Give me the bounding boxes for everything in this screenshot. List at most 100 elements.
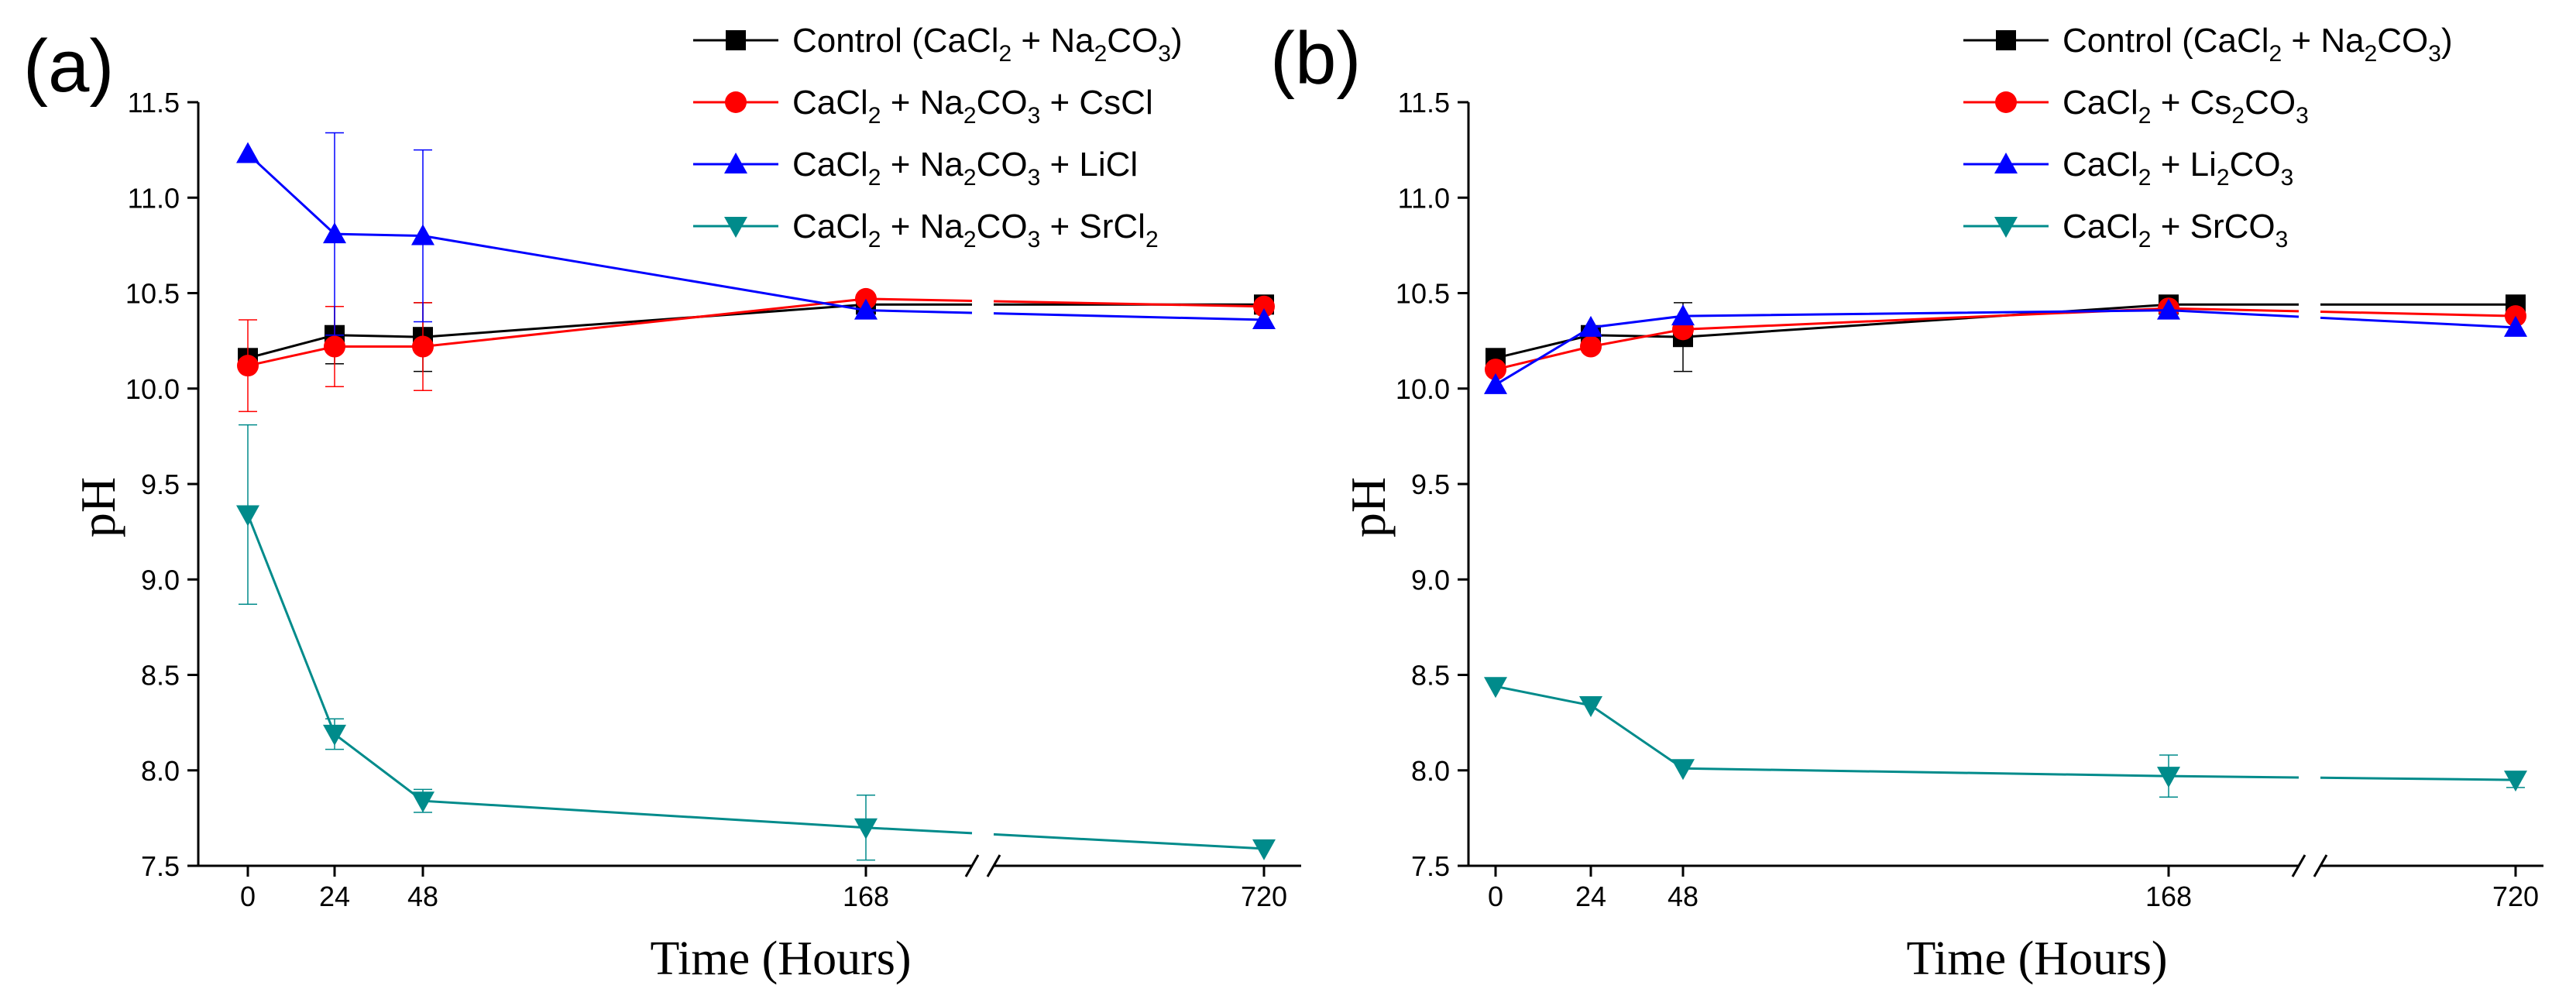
legend-subscript: 3 xyxy=(1028,165,1041,191)
y-tick-label: 11.5 xyxy=(128,87,180,118)
series-line xyxy=(2320,776,2516,781)
series-line xyxy=(1495,309,2169,386)
data-point xyxy=(323,222,346,244)
panel-label: (b) xyxy=(1270,17,1361,100)
legend-entry: CaCl2 + Cs2CO3 xyxy=(1963,84,2309,129)
y-tick-label: 10.5 xyxy=(125,278,180,310)
data-point xyxy=(1579,315,1602,337)
x-tick-label: 48 xyxy=(407,881,438,912)
legend-text: CaCl xyxy=(792,84,868,122)
legend-subscript: 2 xyxy=(1145,227,1159,252)
y-tick-label: 8.0 xyxy=(1411,755,1450,787)
legend-marker xyxy=(725,91,747,113)
legend-subscript: 2 xyxy=(2365,41,2378,67)
legend-entry: CaCl2 + Na2CO3 + SrCl2 xyxy=(693,208,1159,252)
x-tick-label: 0 xyxy=(1488,881,1503,912)
series-line xyxy=(1495,685,2169,778)
series-line xyxy=(1495,307,2169,371)
legend-label: CaCl2 + Na2CO3 + SrCl2 xyxy=(792,208,1159,252)
legend-subscript: 3 xyxy=(2428,41,2441,67)
series-line xyxy=(993,312,1265,321)
series-line xyxy=(2168,307,2300,313)
y-axis-title: pH xyxy=(1341,477,1396,537)
y-tick-label: 11.0 xyxy=(1398,182,1450,214)
legend-text: CaCl xyxy=(2063,84,2138,122)
legend-text: + Na xyxy=(881,84,963,122)
data-point xyxy=(1485,359,1506,381)
legend-marker xyxy=(1994,153,2018,173)
data-point xyxy=(1671,304,1695,326)
legend-text: Control (CaCl xyxy=(2063,22,2269,60)
legend-label: CaCl2 + Cs2CO3 xyxy=(2063,84,2309,129)
series-line xyxy=(993,300,1265,308)
legend-text: CaCl xyxy=(792,146,868,184)
data-point xyxy=(2157,298,2180,320)
data-point xyxy=(411,224,434,245)
x-tick-label: 24 xyxy=(1575,881,1606,912)
legend-subscript: 2 xyxy=(868,165,881,191)
chart-panel-a: (a) 7.5 8.0 8.5 9.0 9.5 10.0 10.5 11.0 11.5 0 24 48 1… xyxy=(23,22,1301,985)
series-line xyxy=(247,297,867,367)
legend-marker xyxy=(1995,91,2017,113)
y-tick-label: 9.5 xyxy=(141,469,180,500)
series-square xyxy=(238,294,1274,372)
data-point xyxy=(1252,839,1276,860)
data-point xyxy=(2504,771,2527,792)
axis-break-mark xyxy=(2291,854,2306,877)
data-point xyxy=(412,335,434,358)
legend-subscript: 3 xyxy=(2281,165,2294,191)
legend-text: CO xyxy=(2245,84,2296,122)
legend-marker xyxy=(724,217,747,238)
series-line xyxy=(247,303,867,359)
data-point xyxy=(1484,372,1507,394)
legend-label: CaCl2 + SrCO3 xyxy=(2063,208,2288,252)
x-tick-label: 24 xyxy=(319,881,350,912)
legend-text: CaCl xyxy=(2063,208,2138,245)
data-point xyxy=(1580,335,1602,358)
legend-entry: CaCl2 + Na2CO3 + CsCl xyxy=(693,84,1153,129)
legend-text: + SrCO xyxy=(2151,208,2275,245)
legend-subscript: 3 xyxy=(1028,227,1041,252)
y-axis-title: pH xyxy=(70,477,125,537)
series-triangle-down xyxy=(1484,677,2527,798)
legend-text: + Na xyxy=(1012,22,1094,60)
panel-label: (a) xyxy=(23,25,114,108)
legend-label: CaCl2 + Na2CO3 + CsCl xyxy=(792,84,1153,129)
y-tick-label: 8.5 xyxy=(141,660,180,692)
series-line xyxy=(865,826,973,835)
data-point xyxy=(854,818,878,839)
legend-entry: CaCl2 + Na2CO3 + LiCl xyxy=(693,146,1138,191)
data-point xyxy=(411,791,434,813)
legend-subscript: 2 xyxy=(2231,103,2245,129)
series-triangle-up xyxy=(236,132,1276,336)
series-triangle-down xyxy=(236,424,1276,861)
legend-subscript: 2 xyxy=(963,227,977,252)
series-line xyxy=(2320,316,2516,329)
y-tick-label: 9.5 xyxy=(1411,469,1450,500)
legend-subscript: 2 xyxy=(963,103,977,129)
legend-marker xyxy=(1996,30,2016,50)
series-line xyxy=(865,297,973,303)
legend-entry: CaCl2 + SrCO3 xyxy=(1963,208,2288,252)
series-triangle-up xyxy=(1484,298,2527,394)
x-tick-label: 168 xyxy=(843,881,889,912)
y-tick-label: 9.0 xyxy=(1411,564,1450,596)
legend-text: CO xyxy=(977,146,1028,184)
legend-text: CO xyxy=(977,208,1028,245)
x-axis-title: Time (Hours) xyxy=(650,932,911,985)
legend-subscript: 2 xyxy=(2217,165,2230,191)
legend-text: Control (CaCl xyxy=(792,22,999,60)
legend-label: Control (CaCl2 + Na2CO3) xyxy=(792,22,1183,67)
legend-text: + Cs xyxy=(2151,84,2231,122)
data-point xyxy=(1484,677,1507,699)
data-point xyxy=(2504,315,2527,337)
legend-label: CaCl2 + Na2CO3 + LiCl xyxy=(792,146,1138,191)
series-circle xyxy=(1485,297,2526,381)
data-point xyxy=(324,335,345,358)
data-point xyxy=(1671,759,1695,781)
data-point xyxy=(237,355,259,377)
data-point xyxy=(323,724,346,746)
legend-text: + Na xyxy=(2282,22,2365,60)
legend-subscript: 3 xyxy=(2275,227,2289,252)
